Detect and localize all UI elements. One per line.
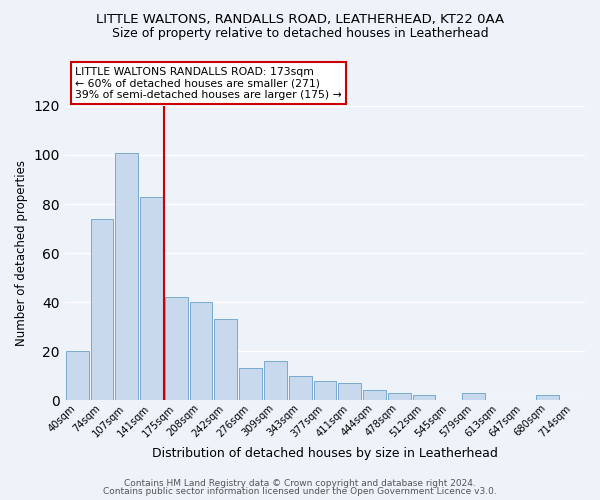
Bar — [536, 396, 559, 400]
Text: Size of property relative to detached houses in Leatherhead: Size of property relative to detached ho… — [112, 28, 488, 40]
Bar — [289, 376, 311, 400]
Text: Contains HM Land Registry data © Crown copyright and database right 2024.: Contains HM Land Registry data © Crown c… — [124, 478, 476, 488]
Text: LITTLE WALTONS, RANDALLS ROAD, LEATHERHEAD, KT22 0AA: LITTLE WALTONS, RANDALLS ROAD, LEATHERHE… — [96, 12, 504, 26]
Bar — [214, 320, 237, 400]
Bar — [66, 351, 89, 401]
X-axis label: Distribution of detached houses by size in Leatherhead: Distribution of detached houses by size … — [152, 447, 498, 460]
Bar — [363, 390, 386, 400]
Bar — [264, 361, 287, 401]
Bar — [413, 396, 436, 400]
Bar — [239, 368, 262, 400]
Text: Contains public sector information licensed under the Open Government Licence v3: Contains public sector information licen… — [103, 487, 497, 496]
Bar — [338, 383, 361, 400]
Text: LITTLE WALTONS RANDALLS ROAD: 173sqm
← 60% of detached houses are smaller (271)
: LITTLE WALTONS RANDALLS ROAD: 173sqm ← 6… — [75, 67, 342, 100]
Bar — [115, 152, 138, 400]
Bar — [165, 297, 188, 401]
Bar — [190, 302, 212, 400]
Bar — [91, 218, 113, 400]
Bar — [140, 196, 163, 400]
Bar — [314, 380, 336, 400]
Y-axis label: Number of detached properties: Number of detached properties — [15, 160, 28, 346]
Bar — [388, 393, 410, 400]
Bar — [462, 393, 485, 400]
